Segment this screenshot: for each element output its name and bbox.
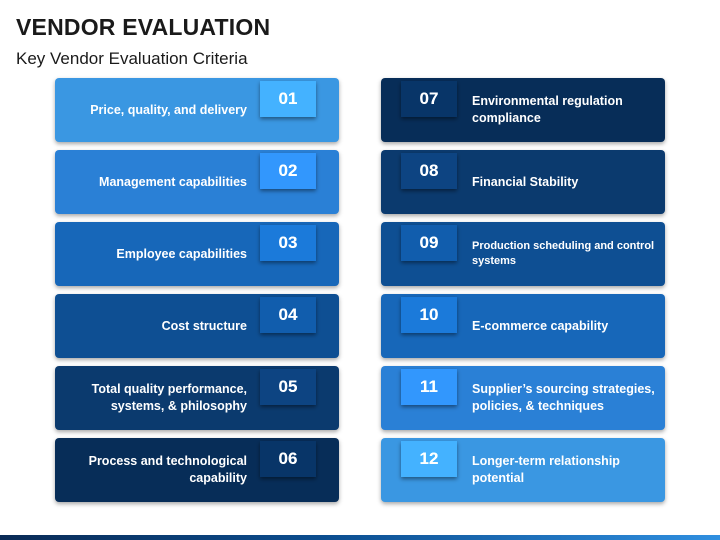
criterion-label: E-commerce capability [472,318,609,333]
criterion-number: 01 [260,81,316,117]
criterion-number: 08 [401,153,457,189]
criterion-card-04: 04 Cost structure [55,294,339,358]
criterion-number: 10 [401,297,457,333]
criterion-card-06: 06 Process and technological capability [55,438,339,502]
page-title: VENDOR EVALUATION [16,14,271,40]
criterion-card-01: 01 Price, quality, and delivery [55,78,339,142]
criterion-card-03: 03 Employee capabilities [55,222,339,286]
criterion-card-09: 09 Production scheduling and control sys… [381,222,665,286]
criterion-number: 12 [401,441,457,477]
criterion-label: Employee capabilities [116,246,247,261]
criterion-number: 04 [260,297,316,333]
criterion-label: Price, quality, and delivery [90,102,247,117]
criterion-label: Production scheduling and control system… [472,240,655,267]
criterion-number: 11 [401,369,457,405]
criterion-number: 05 [260,369,316,405]
criterion-label: Supplier’s sourcing strategies, policies… [472,382,655,413]
criterion-label: Longer-term relationship potential [472,454,620,485]
criterion-number: 07 [401,81,457,117]
criterion-card-10: 10 E-commerce capability [381,294,665,358]
criterion-label: Process and technological capability [88,454,247,485]
criterion-label: Total quality performance, systems, & ph… [91,382,247,413]
criterion-number: 02 [260,153,316,189]
criterion-card-02: 02 Management capabilities [55,150,339,214]
criterion-number: 09 [401,225,457,261]
criterion-number: 03 [260,225,316,261]
criterion-label: Management capabilities [99,174,247,189]
criterion-card-05: 05 Total quality performance, systems, &… [55,366,339,430]
criterion-label: Financial Stability [472,174,579,189]
criterion-number: 06 [260,441,316,477]
criterion-label: Cost structure [161,318,247,333]
criterion-card-11: 11 Supplier’s sourcing strategies, polic… [381,366,665,430]
criterion-label: Environmental regulation compliance [472,94,623,125]
page-subtitle: Key Vendor Evaluation Criteria [16,49,248,68]
criterion-card-12: 12 Longer-term relationship potential [381,438,665,502]
criterion-card-08: 08 Financial Stability [381,150,665,214]
criterion-card-07: 07 Environmental regulation compliance [381,78,665,142]
footer-bar [0,535,720,540]
